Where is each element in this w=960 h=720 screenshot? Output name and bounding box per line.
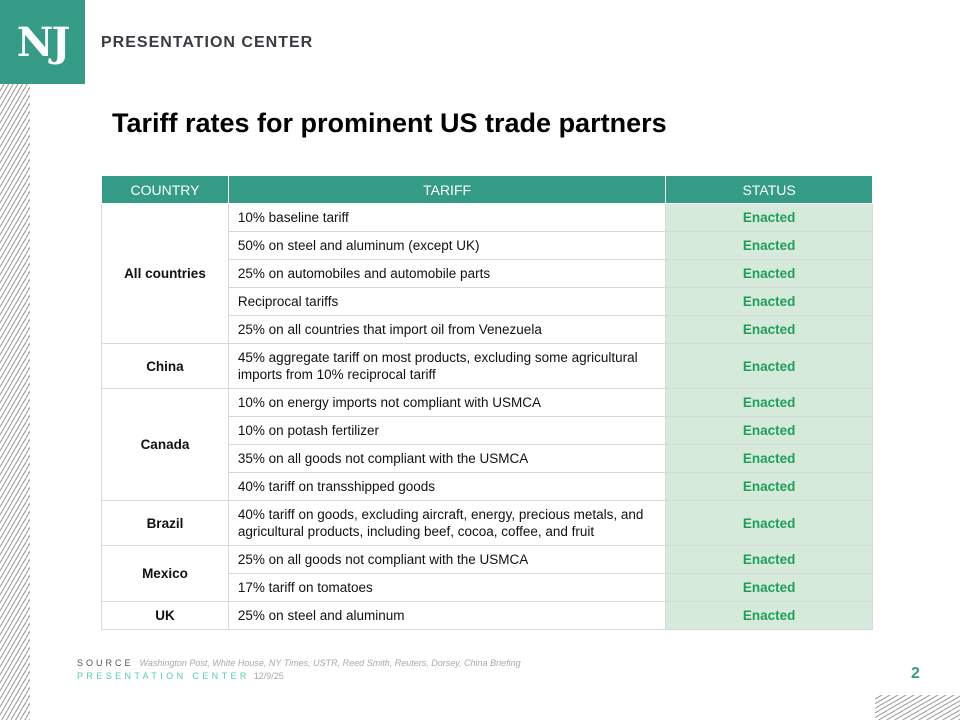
header-status: STATUS (665, 175, 873, 204)
tariff-cell: 25% on all goods not compliant with the … (227, 545, 667, 574)
tariff-cell: 45% aggregate tariff on most products, e… (227, 343, 667, 389)
slide-title: Tariff rates for prominent US trade part… (112, 108, 667, 138)
footer-brand-label: PRESENTATION CENTER (77, 671, 250, 681)
tariff-cell: Reciprocal tariffs (227, 287, 667, 316)
status-badge: Enacted (665, 259, 873, 288)
status-badge: Enacted (665, 287, 873, 316)
status-badge: Enacted (665, 545, 873, 574)
status-badge: Enacted (665, 388, 873, 417)
tariff-cell: 10% on energy imports not compliant with… (227, 388, 667, 417)
status-badge: Enacted (665, 601, 873, 630)
status-badge: Enacted (665, 203, 873, 232)
country-cell: UK (101, 601, 229, 630)
tariff-cell: 10% baseline tariff (227, 203, 667, 232)
tariff-cell: 40% tariff on goods, excluding aircraft,… (227, 500, 667, 546)
table-row: UK 25% on steel and aluminum Enacted (101, 601, 873, 630)
country-cell: All countries (101, 203, 229, 344)
status-badge: Enacted (665, 315, 873, 344)
tariff-cell: 25% on automobiles and automobile parts (227, 259, 667, 288)
footer-date: 12/9/25 (253, 671, 284, 681)
footer-brand: PRESENTATION CENTER 12/9/25 (77, 671, 284, 681)
tariff-cell: 25% on all countries that import oil fro… (227, 315, 667, 344)
source-text: Washington Post, White House, NY Times, … (139, 658, 521, 668)
table-row: Canada 10% on energy imports not complian… (101, 388, 873, 501)
table-row: Brazil 40% tariff on goods, excluding air… (101, 500, 873, 546)
status-badge: Enacted (665, 472, 873, 501)
table-row: All countries 10% baseline tariff Enacted (101, 203, 873, 344)
status-badge: Enacted (665, 500, 873, 546)
table-row: 50% on steel and aluminum (except UK) Ena… (102, 231, 873, 260)
tariff-table: COUNTRY TARIFF STATUS All countries 10% b… (101, 175, 873, 630)
status-badge: Enacted (665, 343, 873, 389)
table-row: Mexico 25% on all goods not compliant wit… (101, 545, 873, 602)
table-row: 10% on potash fertilizer Enacted (102, 416, 873, 445)
table-row: China 45% aggregate tariff on most produc… (101, 343, 873, 389)
tariff-cell: 10% on potash fertilizer (227, 416, 667, 445)
country-cell: Brazil (101, 500, 229, 546)
brand-name: PRESENTATION CENTER (101, 34, 314, 51)
tariff-cell: 35% on all goods not compliant with the … (227, 444, 667, 473)
source-label: SOURCE (77, 658, 134, 668)
table-row: 40% tariff on transshipped goods Enacted (102, 472, 873, 501)
table-row: Reciprocal tariffs Enacted (102, 287, 873, 316)
country-cell: Canada (101, 388, 229, 501)
status-badge: Enacted (665, 231, 873, 260)
status-badge: Enacted (665, 444, 873, 473)
status-badge: Enacted (665, 573, 873, 602)
nj-logo: NJ (0, 0, 85, 84)
source-note: SOURCE Washington Post, White House, NY T… (77, 658, 521, 668)
tariff-cell: 40% tariff on transshipped goods (227, 472, 667, 501)
country-cell: China (101, 343, 229, 389)
decorative-hatch (875, 695, 960, 720)
table-row: 25% on automobiles and automobile parts E… (102, 259, 873, 288)
tariff-cell: 17% tariff on tomatoes (227, 573, 667, 602)
country-cell: Mexico (101, 545, 229, 602)
table-row: 17% tariff on tomatoes Enacted (102, 573, 873, 602)
header-country: COUNTRY (101, 175, 229, 204)
table-row: 35% on all goods not compliant with the … (102, 444, 873, 473)
tariff-cell: 25% on steel and aluminum (227, 601, 667, 630)
page-number: 2 (911, 665, 920, 682)
tariff-cell: 50% on steel and aluminum (except UK) (227, 231, 667, 260)
table-row: 25% on all countries that import oil fro… (102, 315, 873, 344)
status-badge: Enacted (665, 416, 873, 445)
decorative-hatch (0, 84, 30, 720)
header-tariff: TARIFF (227, 175, 667, 204)
